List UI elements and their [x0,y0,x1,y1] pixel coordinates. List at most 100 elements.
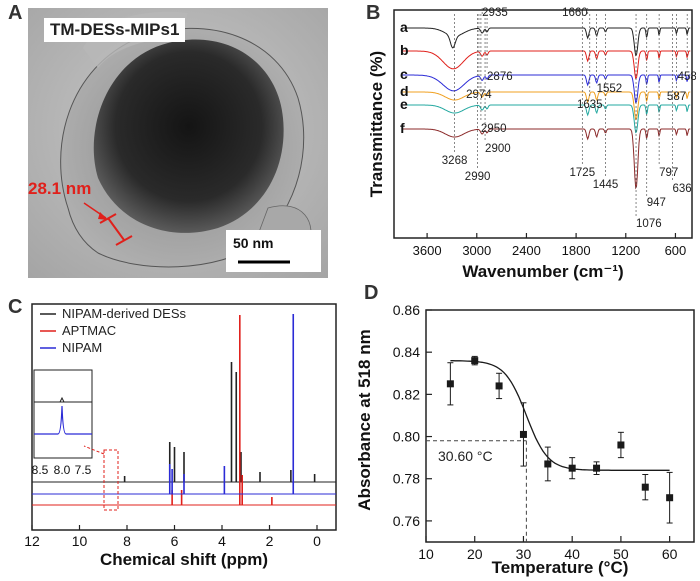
abs-y-tick-label: 0.86 [393,302,420,318]
nmr-zoom-region [103,449,119,511]
nmr-legend-label: APTMAC [62,323,116,338]
nmr-frame [31,303,337,531]
nmr-x-tick-label: 4 [218,533,226,549]
abs-data-point [593,464,601,472]
abs-x-tick-label: 20 [467,546,483,562]
abs-x-tick-label: 60 [662,546,678,562]
ftir-curve-label: a [400,19,408,35]
scale-label: 50 nm [233,235,274,251]
ftir-peak-label: 458 [678,71,696,83]
panel-c-nmr-chart: 12 10 8 6 4 2 0 NIPAM-derived DESs APTMAC NIPAM 8.… [0,296,340,576]
ftir-curve-label: d [400,83,409,99]
ftir-y-axis-label: Transmittance (%) [367,50,386,198]
abs-y-tick-label: 0.82 [393,386,420,402]
nmr-inset-pointer [83,445,105,455]
ftir-peak-label: 797 [659,167,678,179]
nmr-inset-tick-label: 8.0 [54,463,71,477]
abs-x-tick-label: 30 [516,546,532,562]
abs-y-tick-label: 0.78 [393,471,420,487]
ftir-x-tick-label: 2400 [512,243,541,258]
panel-b-ftir-chart: 3600 3000 2400 1800 1200 600 a b c d e f 2935 1660 287… [356,4,697,288]
abs-x-tick-label: 50 [613,546,629,562]
ftir-curve-b [402,50,691,80]
abs-data-point [568,464,576,472]
nmr-inset-black-peak [59,396,65,403]
panel-d-absorbance-chart: 10 20 30 40 50 60 0.76 0.78 0.80 0.82 0.84 0.86 30.6… [352,290,700,577]
abs-data-point [471,357,479,365]
ftir-peak-label: 2990 [465,171,491,183]
panel-a-tem-image: TM-DESs-MIPs1 28.1 nm 50 nm [28,8,328,278]
nmr-legend-label: NIPAM [62,340,102,355]
measure-label: 28.1 nm [28,179,92,198]
nmr-x-tick-label: 6 [171,533,179,549]
abs-data-point [544,460,552,468]
abs-data-point [617,441,625,449]
ftir-curve-label: e [400,96,408,112]
nmr-inset-tick-label: 7.5 [75,463,92,477]
abs-y-tick-label: 0.76 [393,513,420,529]
ftir-curve-a [402,27,691,57]
ftir-peak-label: 2900 [485,143,511,155]
panel-c-letter: C [8,296,23,318]
abs-annotation-label: 30.60 °C [438,448,493,464]
abs-data-point [666,494,674,502]
panel-d-letter: D [364,282,379,304]
ftir-peak-label: 2876 [487,71,513,83]
nmr-x-tick-label: 2 [266,533,274,549]
nmr-inset-blue-trace [34,405,92,435]
abs-fit-curve [450,360,670,471]
ftir-x-tick-label: 3000 [462,243,491,258]
ftir-x-tick-label: 600 [665,243,687,258]
ftir-peak-label: 1660 [562,7,588,19]
nmr-plot: 12 10 8 6 4 2 0 NIPAM-derived DESs APTMAC NIPAM 8.… [24,303,337,549]
ftir-x-tick-label: 3600 [413,243,442,258]
absorbance-frame [425,309,695,543]
ftir-peak-label: 1076 [636,218,662,230]
absorbance-plot: 10 20 30 40 50 60 0.76 0.78 0.80 0.82 0.84 0.86 30.6… [393,302,695,562]
ftir-x-tick-label: 1800 [562,243,591,258]
abs-y-tick-label: 0.80 [393,429,420,445]
ftir-frame [393,9,693,239]
nmr-x-tick-label: 12 [24,533,40,549]
ftir-peak-label: 2974 [466,89,492,101]
abs-data-point [446,380,454,388]
ftir-curve-d [402,91,691,121]
panel-b-letter: B [366,2,381,24]
ftir-curve-label: f [400,120,405,136]
ftir-peak-label: 1725 [570,167,596,179]
abs-x-tick-label: 40 [564,546,580,562]
ftir-peak-label: 636 [672,183,691,195]
tem-micrograph [28,8,328,278]
ftir-peak-label: 587 [667,91,686,103]
ftir-peak-label: 1552 [597,83,623,95]
abs-data-point [641,483,649,491]
ftir-peak-label: 2935 [482,7,508,19]
ftir-x-tick-label: 1200 [611,243,640,258]
ftir-curve-e [402,104,691,134]
ftir-peak-label: 2950 [481,123,507,135]
measure-line [107,217,125,241]
ftir-x-axis-label: Wavenumber (cm⁻¹) [462,262,624,281]
abs-y-tick-label: 0.84 [393,344,420,360]
nmr-x-tick-label: 8 [123,533,131,549]
absorbance-y-axis-label: Absorbance at 518 nm [355,329,374,511]
ftir-peak-label: 1445 [593,179,619,191]
nmr-legend-label: NIPAM-derived DESs [62,306,187,321]
ftir-curve-f [402,128,691,190]
abs-data-point [495,382,503,390]
nmr-x-axis-label: Chemical shift (ppm) [99,550,269,569]
ftir-peak-label: 947 [647,197,666,209]
panel-a-letter: A [8,2,23,24]
nmr-inset-frame [33,369,93,459]
abs-data-point [519,430,527,438]
nmr-inset-tick-label: 8.5 [32,463,49,477]
absorbance-x-axis-label: Temperature (°C) [491,558,629,577]
ftir-curve-c [402,74,691,104]
ftir-curve-label: c [400,66,408,82]
nmr-x-tick-label: 0 [313,533,321,549]
nmr-x-tick-label: 10 [72,533,88,549]
ftir-peak-label: 3268 [442,155,468,167]
abs-x-tick-label: 10 [418,546,434,562]
ftir-peak-label: 1635 [577,99,603,111]
